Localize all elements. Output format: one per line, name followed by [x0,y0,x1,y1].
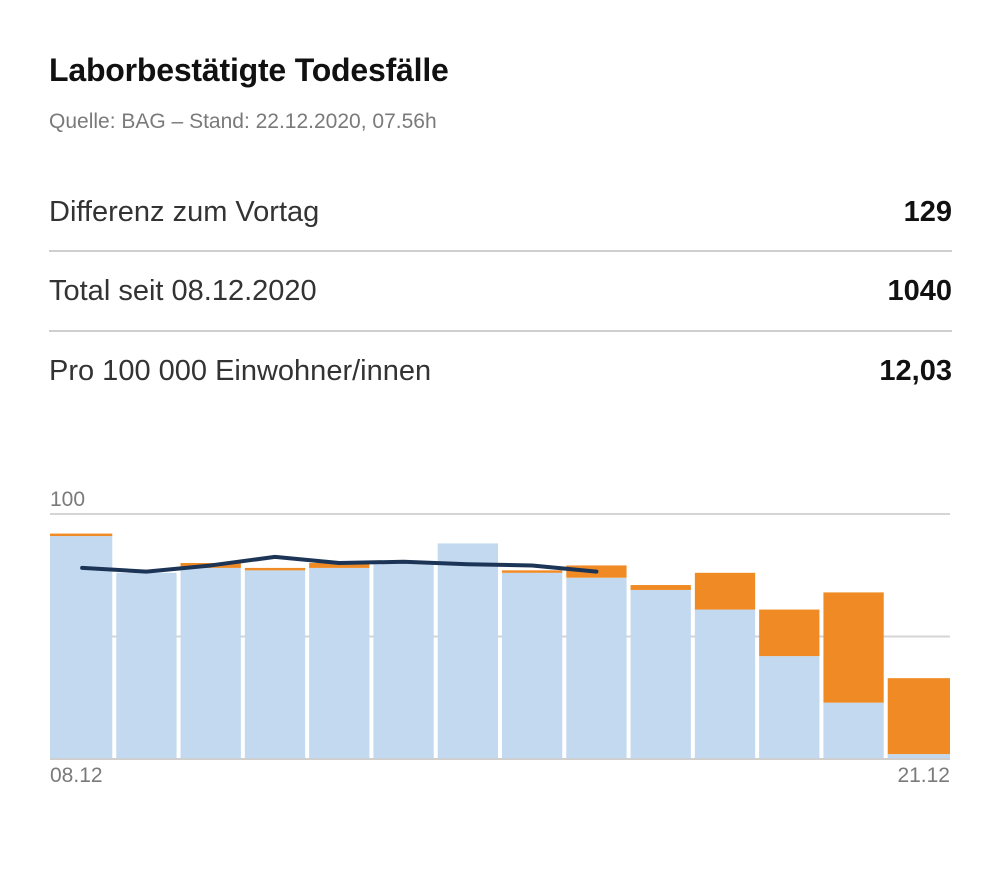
bar-confirmed [50,536,113,759]
bar-confirmed [180,567,241,759]
bar-late-reported [759,609,820,657]
bar-late-reported [694,572,756,610]
bar-confirmed [373,563,434,759]
bar-late-reported [502,570,563,573]
stat-label: Differenz zum Vortag [49,195,320,228]
bar-late-reported [244,567,306,571]
stat-row-daily-difference: Differenz zum Vortag 129 [49,172,952,252]
deaths-bar-chart: 100 08.12 21.12 [50,488,950,787]
bar-confirmed [566,577,627,759]
bar-confirmed [694,609,756,759]
x-tick-label: 08.12 [50,764,103,787]
bar-confirmed [630,589,691,759]
bar-confirmed [759,656,820,759]
stat-label: Total seit 08.12.2020 [49,274,317,307]
bar-confirmed [437,543,498,759]
bar-late-reported [50,533,113,537]
divider [49,330,952,332]
stat-value: 1040 [887,274,952,307]
bar-late-reported [309,563,370,568]
bar-confirmed [309,567,370,759]
stat-value: 12,03 [879,354,952,387]
stat-row-per-100k: Pro 100 000 Einwohner/innen 12,03 [49,331,952,411]
divider [49,250,952,252]
stat-row-total: Total seit 08.12.2020 1040 [49,251,952,331]
bar-confirmed [823,702,884,759]
stat-label: Pro 100 000 Einwohner/innen [49,354,432,387]
bar-late-reported [887,678,950,755]
chart-source-subtitle: Quelle: BAG – Stand: 22.12.2020, 07.56h [49,110,437,133]
chart-title: Laborbestätigte Todesfälle [49,52,449,88]
bar-late-reported [630,585,691,590]
x-tick-label: 21.12 [897,764,950,787]
bar-confirmed [116,572,177,759]
bar-confirmed [502,572,563,759]
bar-late-reported [823,592,884,703]
stat-value: 129 [903,195,952,228]
average-line [80,554,599,574]
y-tick-label: 100 [50,488,85,511]
bar-confirmed [887,754,950,759]
bar-confirmed [244,570,306,759]
